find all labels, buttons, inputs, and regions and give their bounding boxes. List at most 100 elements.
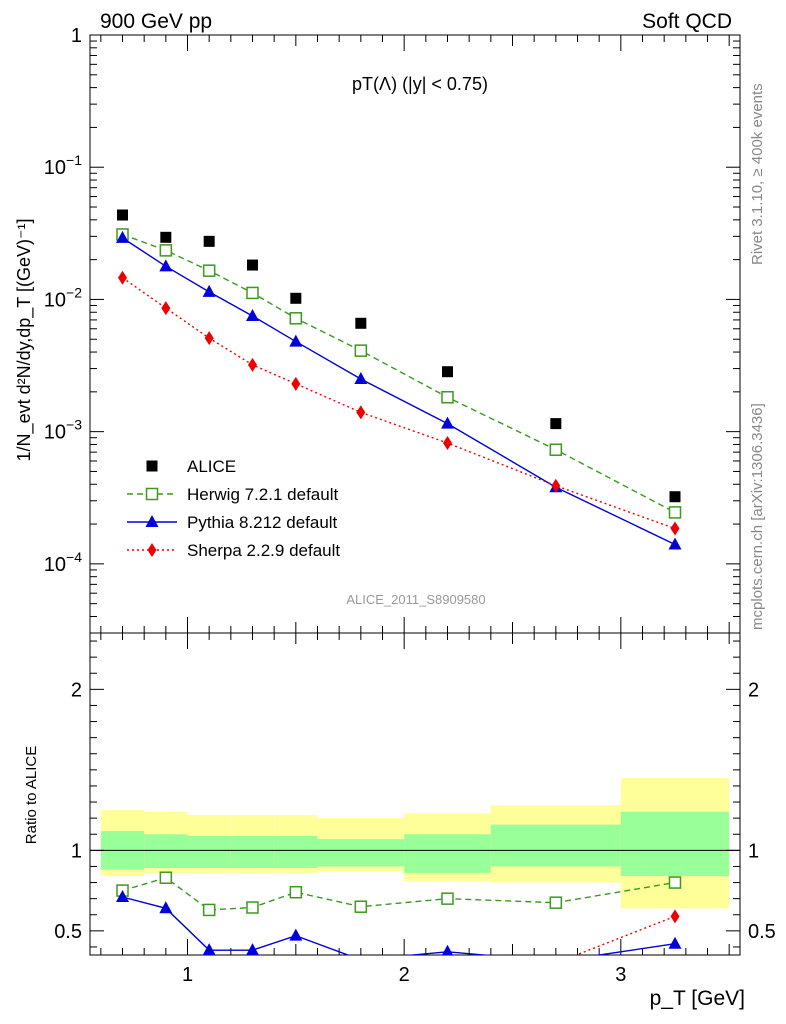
data-point bbox=[291, 376, 301, 391]
ratio-point bbox=[555, 954, 557, 955]
ratio-y-tick-label: 2 bbox=[748, 679, 759, 701]
legend-label: Pythia 8.212 default bbox=[187, 513, 338, 532]
legend-marker bbox=[146, 460, 158, 472]
x-tick-label: 3 bbox=[615, 964, 626, 986]
ratio-point bbox=[202, 903, 216, 917]
ratio-point bbox=[289, 885, 303, 899]
x-tick-label: 1 bbox=[182, 964, 193, 986]
data-point bbox=[550, 418, 562, 430]
ratio-point bbox=[668, 936, 682, 949]
x-tick-label: 2 bbox=[399, 964, 410, 986]
series-line bbox=[122, 277, 676, 530]
ratio-point bbox=[354, 900, 368, 913]
data-point bbox=[160, 231, 172, 243]
uncertainty-band-inner bbox=[490, 824, 621, 867]
data-point bbox=[202, 284, 216, 297]
ratio-point bbox=[668, 876, 682, 889]
legend-marker bbox=[145, 515, 159, 527]
data-point bbox=[669, 491, 681, 503]
ratio-panel: 1 2 3 0.5 0.5 1 1 2 2 bbox=[54, 632, 776, 986]
ratio-point bbox=[116, 890, 129, 903]
data-point bbox=[159, 259, 173, 272]
data-point bbox=[441, 416, 454, 429]
ratio-y-tick-label: 0.5 bbox=[748, 921, 776, 943]
x-axis-title: p_T [GeV] bbox=[650, 987, 745, 1010]
ratio-point bbox=[202, 943, 216, 955]
ratio-point bbox=[549, 896, 563, 909]
data-point bbox=[159, 244, 173, 257]
data-point bbox=[202, 264, 216, 277]
data-point bbox=[161, 301, 171, 316]
data-point bbox=[246, 308, 259, 321]
ratio-y-tick-label: 1 bbox=[748, 840, 759, 862]
ratio-point bbox=[441, 944, 454, 955]
legend-label: ALICE bbox=[187, 457, 236, 476]
data-point bbox=[443, 436, 452, 451]
ratio-point bbox=[246, 943, 259, 955]
data-point bbox=[203, 235, 215, 247]
ratio-point bbox=[359, 952, 363, 955]
uncertainty-band-inner bbox=[620, 811, 730, 877]
ratio-point bbox=[159, 871, 173, 884]
y-tick-label: 1 bbox=[71, 25, 82, 47]
data-point bbox=[118, 270, 127, 285]
uncertainty-band-inner bbox=[317, 839, 405, 867]
data-point bbox=[289, 312, 303, 325]
data-point bbox=[247, 259, 258, 271]
collision-label: 900 GeV pp bbox=[100, 10, 212, 33]
data-point bbox=[248, 357, 257, 372]
mcplots-label: mcplots.cern.ch [arXiv:1306.3436] bbox=[749, 403, 766, 630]
y-tick-label: 10−2 bbox=[44, 284, 82, 311]
legend: ALICE Herwig 7.2.1 default Pythia 8.212 de… bbox=[127, 457, 340, 560]
data-point bbox=[204, 331, 214, 346]
main-y-axis-title: 1/N_evt d²N/dy,dp_T [(GeV)⁻¹] bbox=[14, 219, 35, 462]
legend-marker bbox=[147, 543, 157, 557]
ratio-y-tick-label: 0.5 bbox=[54, 921, 82, 943]
legend-label: Herwig 7.2.1 default bbox=[187, 485, 338, 504]
data-point bbox=[355, 317, 367, 329]
ratio-point bbox=[670, 909, 680, 924]
data-point bbox=[290, 292, 302, 304]
uncertainty-band-inner bbox=[274, 835, 318, 869]
analysis-id: ALICE_2011_S8909580 bbox=[346, 592, 485, 607]
uncertainty-band-inner bbox=[404, 834, 491, 873]
ratio-series-line bbox=[574, 915, 676, 955]
legend-label: Sherpa 2.2.9 default bbox=[187, 541, 340, 560]
rivet-label: Rivet 3.1.10, ≥ 400k events bbox=[749, 83, 766, 265]
data-point bbox=[354, 372, 368, 385]
ratio-y-tick-label: 2 bbox=[71, 679, 82, 701]
category-label: Soft QCD bbox=[642, 10, 732, 33]
data-point bbox=[116, 230, 129, 243]
main-panel: 1 10−1 10−2 10−3 10−4 bbox=[44, 25, 741, 634]
ratio-series-line bbox=[122, 876, 676, 911]
legend-marker bbox=[145, 487, 159, 501]
uncertainty-band-inner bbox=[230, 835, 275, 869]
ratio-point bbox=[246, 901, 259, 914]
data-point bbox=[356, 405, 366, 420]
uncertainty-band-inner bbox=[144, 834, 188, 869]
plot-title: pT(Λ) (|y| < 0.75) bbox=[352, 74, 488, 94]
y-tick-label: 10−3 bbox=[44, 417, 82, 444]
data-point bbox=[670, 521, 680, 536]
data-point bbox=[442, 366, 453, 378]
data-point bbox=[668, 537, 682, 550]
ratio-y-tick-label: 1 bbox=[71, 840, 82, 862]
data-point bbox=[117, 209, 128, 221]
y-tick-label: 10−1 bbox=[44, 152, 82, 179]
ratio-point bbox=[159, 901, 173, 914]
ratio-point bbox=[441, 892, 454, 905]
data-point bbox=[289, 334, 303, 347]
ratio-y-axis-title: Ratio to ALICE bbox=[23, 746, 40, 844]
data-point bbox=[549, 443, 563, 456]
ratio-point bbox=[551, 956, 560, 970]
data-point bbox=[354, 344, 368, 357]
data-point bbox=[246, 286, 259, 300]
y-tick-label: 10−4 bbox=[44, 549, 82, 576]
data-point bbox=[441, 391, 454, 404]
data-point bbox=[668, 506, 682, 519]
ratio-series-group bbox=[116, 871, 682, 970]
data-point bbox=[551, 478, 561, 493]
ratio-point bbox=[289, 928, 303, 941]
uncertainty-band-inner bbox=[187, 835, 231, 869]
